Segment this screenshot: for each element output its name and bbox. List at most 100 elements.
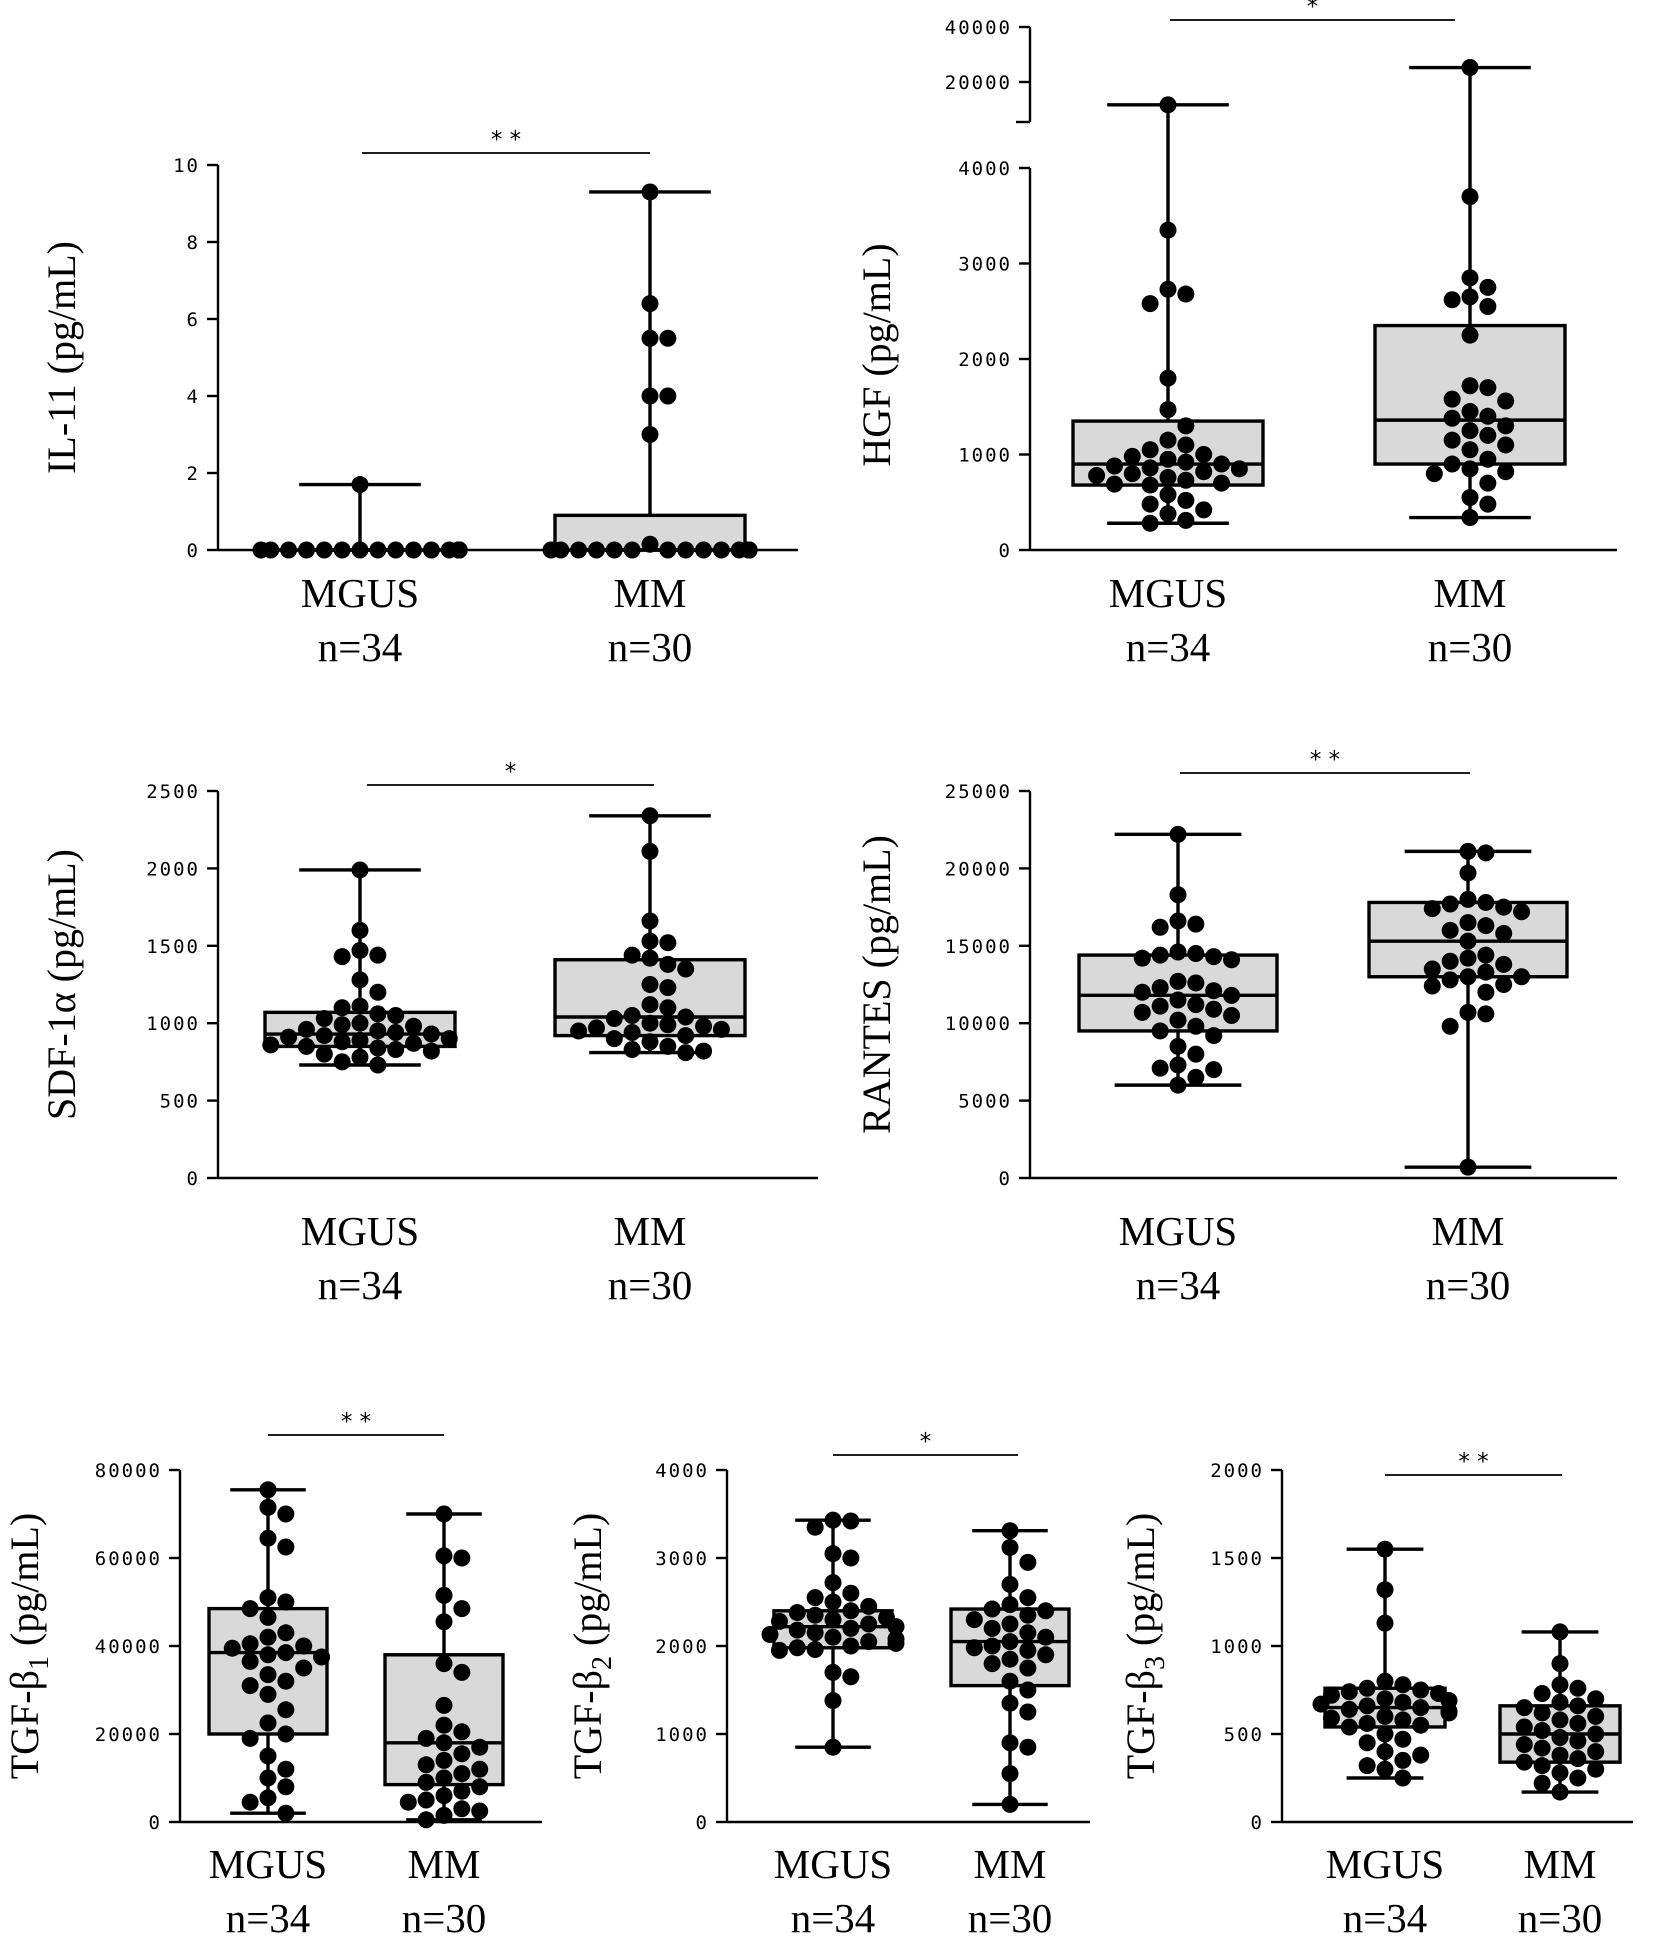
data-point — [1159, 401, 1177, 419]
data-point — [1551, 1746, 1569, 1764]
data-point — [1019, 1659, 1037, 1677]
data-point — [1141, 295, 1159, 313]
y-tick-label: 10 — [173, 155, 200, 177]
data-point — [1461, 59, 1479, 77]
data-point — [1587, 1743, 1605, 1761]
data-point — [1569, 1750, 1587, 1768]
data-point — [1169, 991, 1187, 1009]
data-point — [387, 1023, 405, 1041]
data-point — [1187, 1068, 1205, 1086]
data-point — [1019, 1606, 1037, 1624]
data-point — [369, 1022, 387, 1040]
data-point — [641, 1014, 659, 1032]
data-point — [259, 1666, 277, 1684]
data-point — [641, 807, 659, 825]
group-n-label: n=30 — [608, 1262, 693, 1308]
data-point — [1187, 1045, 1205, 1063]
data-point — [1459, 1158, 1477, 1176]
data-point — [1205, 1000, 1223, 1018]
data-point — [824, 1593, 842, 1611]
category-label: MM — [974, 1841, 1047, 1887]
data-point — [1443, 291, 1461, 309]
data-point — [1358, 1679, 1376, 1697]
data-point — [659, 387, 677, 405]
category-label: MM — [614, 570, 687, 616]
data-point — [1461, 441, 1479, 459]
data-point — [1001, 1596, 1019, 1614]
y-tick-label: 0 — [999, 540, 1012, 562]
group-n-label: n=34 — [318, 1262, 403, 1308]
data-point — [297, 1037, 315, 1055]
data-point — [1037, 1646, 1055, 1664]
data-point — [1497, 463, 1515, 481]
data-point — [1223, 951, 1241, 969]
data-point — [1441, 1017, 1459, 1035]
data-point — [1340, 1683, 1358, 1701]
data-point — [440, 1030, 458, 1048]
group-n-label: n=34 — [1343, 1895, 1428, 1941]
data-point — [1123, 465, 1141, 483]
y-tick-label: 25000 — [945, 781, 1012, 803]
chart-hgf: 0 1000 2000 3000 4000 20000 40000 HGF (pg/mL) * M… — [854, 0, 1617, 670]
group-n-label: n=34 — [226, 1895, 311, 1941]
group-n-label: n=34 — [791, 1895, 876, 1941]
data-point — [277, 1672, 295, 1690]
y-tick-label: 500 — [160, 1091, 200, 1113]
data-point — [1423, 900, 1441, 918]
data-point — [351, 476, 369, 494]
data-point — [1019, 1553, 1037, 1571]
y-tick-label: 2000 — [655, 1636, 709, 1658]
group-n-label: n=30 — [1518, 1895, 1603, 1941]
data-point — [351, 971, 369, 989]
y-tick-label: 2000 — [1210, 1460, 1264, 1482]
data-point — [1169, 1011, 1187, 1029]
data-point — [399, 1793, 417, 1811]
data-point — [1177, 285, 1195, 303]
data-point — [1376, 1581, 1394, 1599]
group-mgus: MGUS n=34 — [761, 1511, 905, 1941]
data-point — [241, 1677, 259, 1695]
data-point — [435, 1716, 453, 1734]
data-point — [1513, 968, 1531, 986]
data-point — [1459, 932, 1477, 950]
data-point — [1159, 369, 1177, 387]
data-point — [315, 1045, 333, 1063]
y-tick-label: 0 — [149, 1812, 162, 1834]
data-point — [1533, 1739, 1551, 1757]
data-point — [659, 1016, 677, 1034]
data-point — [1477, 844, 1495, 862]
data-point — [806, 1641, 824, 1659]
y-tick-label: 20000 — [95, 1724, 162, 1746]
data-point — [1019, 1641, 1037, 1659]
data-point — [1479, 450, 1497, 468]
data-point — [1515, 1736, 1533, 1754]
data-point — [570, 1022, 588, 1040]
data-point — [417, 1811, 435, 1829]
data-point — [297, 541, 315, 559]
data-point — [277, 1644, 295, 1662]
data-point — [1322, 1709, 1340, 1727]
data-point — [1159, 505, 1177, 523]
data-point — [241, 1729, 259, 1747]
data-point — [435, 1769, 453, 1787]
data-point — [641, 183, 659, 201]
data-point — [659, 934, 677, 952]
data-point — [1223, 986, 1241, 1004]
y-axis-label: SDF-1α (pg/mL) — [39, 849, 84, 1120]
data-point — [241, 1793, 259, 1811]
data-point — [860, 1633, 878, 1651]
data-point — [641, 932, 659, 950]
group-n-label: n=30 — [968, 1895, 1053, 1941]
y-tick-label: 20000 — [945, 858, 1012, 880]
data-point — [1159, 280, 1177, 298]
significance-label: * — [1307, 0, 1319, 20]
data-point — [1312, 1695, 1330, 1713]
data-point — [1358, 1714, 1376, 1732]
data-point — [405, 541, 423, 559]
data-point — [1358, 1734, 1376, 1752]
data-point — [259, 1714, 277, 1732]
y-axis-label: RANTES (pg/mL) — [854, 835, 899, 1134]
y-axis-label: TGF-β3 (pg/mL) — [1118, 1513, 1171, 1780]
data-point — [1479, 297, 1497, 315]
data-point — [1169, 886, 1187, 904]
